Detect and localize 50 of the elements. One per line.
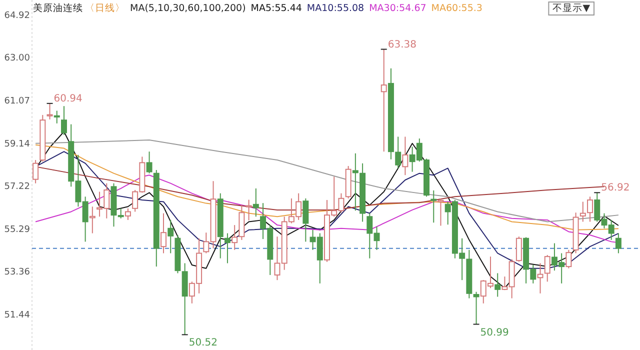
- annotation: 50.99: [480, 327, 509, 338]
- candlestick: [395, 136, 402, 169]
- candlestick: [302, 198, 309, 242]
- candlestick: [352, 152, 358, 212]
- candlestick: [61, 106, 67, 136]
- chart-subtitle: 〈日线〉: [85, 2, 125, 14]
- candlestick: [232, 224, 238, 250]
- candlestick: [89, 206, 96, 234]
- candlestick: [238, 204, 245, 240]
- candlestick: [494, 272, 501, 298]
- y-tick-label: 53.36: [4, 268, 30, 278]
- candlestick: [160, 212, 166, 254]
- candlestick: [224, 232, 230, 264]
- text: MA60:55.3: [431, 3, 482, 14]
- text: MA5:55.44: [250, 3, 302, 14]
- y-tick-label: 64.92: [4, 11, 30, 22]
- candlestick: [566, 249, 572, 269]
- annotation: 56.92: [601, 182, 630, 194]
- y-tick-label: 61.07: [4, 96, 30, 107]
- candlestick: [516, 236, 522, 262]
- candlestick: [587, 196, 593, 222]
- candlestick: [402, 136, 408, 176]
- candlestick: [473, 291, 480, 325]
- candlestick: [32, 160, 39, 184]
- candlestick: [168, 219, 174, 254]
- candlestick: [46, 102, 53, 120]
- candlestick: [54, 110, 60, 124]
- annotation: 不显示▼: [552, 3, 591, 14]
- candlestick: [246, 199, 252, 221]
- annotation: MA(5,10,30,60,100,200): [130, 3, 246, 14]
- candlestick: [430, 190, 437, 224]
- annotation: 50.52: [188, 338, 218, 349]
- candlestick: [544, 254, 550, 282]
- text: MA30:54.67: [369, 3, 426, 14]
- candlestick: [380, 48, 387, 152]
- candlestick: [580, 201, 586, 222]
- y-tick-label: 63.00: [4, 54, 30, 64]
- candlestick: [146, 151, 152, 174]
- y-tick-label: 57.22: [4, 182, 30, 192]
- y-tick-label: 51.44: [4, 310, 30, 320]
- annotation: 60.94: [54, 93, 82, 104]
- y-tick-label: 55.29: [4, 224, 30, 235]
- chart-title: 美原油连续: [33, 2, 83, 14]
- annotation: 63.38: [388, 39, 417, 50]
- candlestick: [615, 232, 622, 254]
- candlestick: [438, 198, 444, 226]
- candlestick: [252, 188, 259, 218]
- text: MA10:55.08: [306, 3, 364, 14]
- y-tick-label: 59.14: [4, 139, 30, 150]
- candlestick: [124, 208, 131, 220]
